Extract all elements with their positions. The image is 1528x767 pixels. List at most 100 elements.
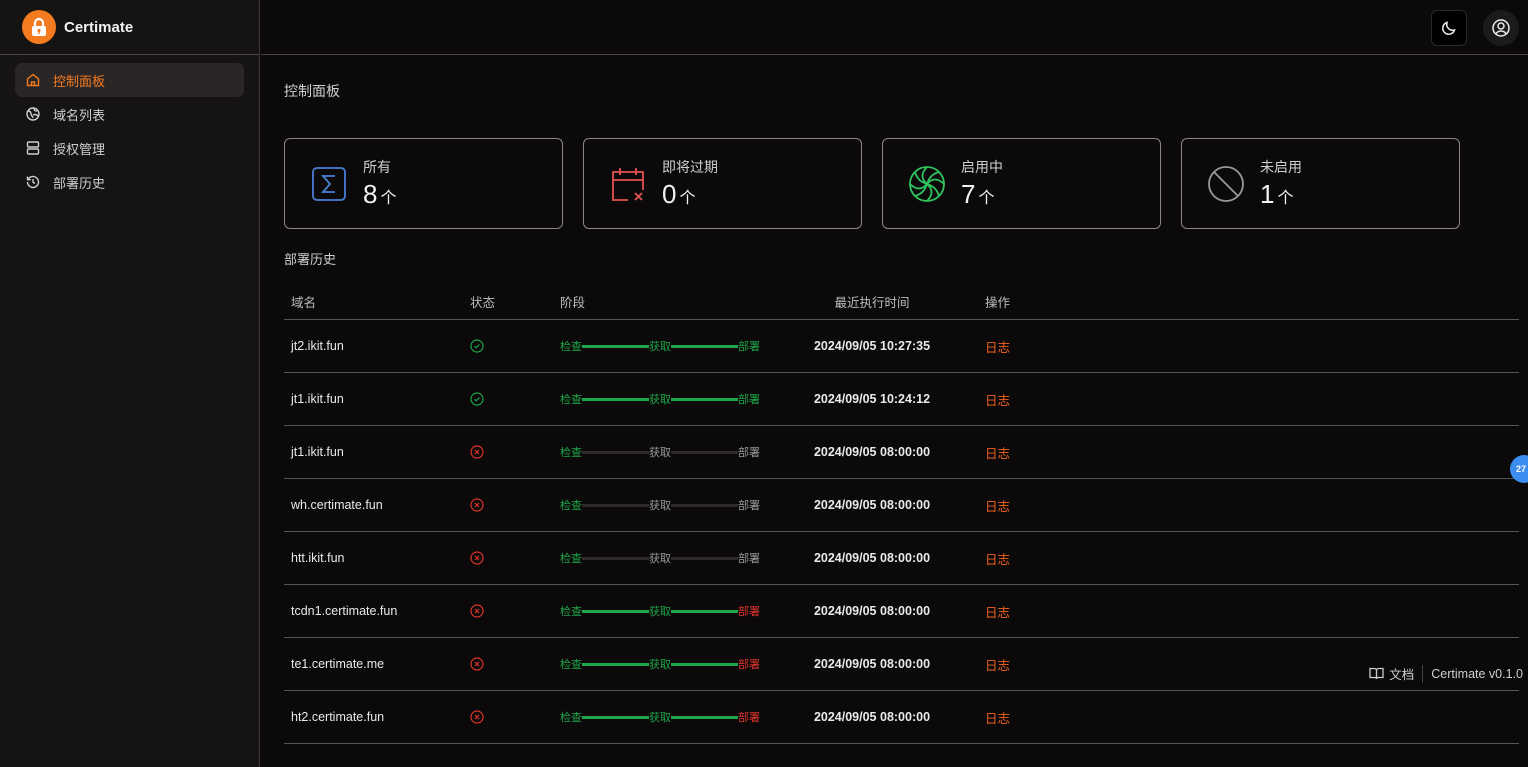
stage-connector bbox=[582, 715, 649, 719]
stage-label: 部署 bbox=[738, 341, 760, 353]
time-cell: 2024/09/05 10:27:35 bbox=[813, 339, 931, 353]
stage-label: 部署 bbox=[738, 606, 760, 618]
history-icon bbox=[26, 175, 40, 189]
table-row: te1.certimate.me 检查 获取 部署 2024/09/05 08:00… bbox=[284, 638, 1519, 691]
user-circle-icon bbox=[1492, 19, 1510, 37]
stage-label: 检查 bbox=[560, 659, 582, 671]
table-header: 域名 状态 阶段 最近执行时间 操作 bbox=[284, 283, 1519, 320]
log-link[interactable]: 日志 bbox=[985, 393, 1011, 408]
calendar-x-icon bbox=[612, 167, 644, 201]
moon-icon bbox=[1442, 21, 1456, 35]
domain-cell: ht2.certimate.fun bbox=[291, 710, 385, 724]
stage-connector bbox=[582, 450, 649, 454]
time-cell: 2024/09/05 08:00:00 bbox=[813, 498, 931, 512]
stage-label: 获取 bbox=[649, 447, 671, 459]
log-link[interactable]: 日志 bbox=[985, 605, 1011, 620]
stage-connector bbox=[582, 609, 649, 613]
stage-connector bbox=[671, 450, 738, 454]
stat-card-disabled[interactable]: 未启用 1 个 bbox=[1181, 138, 1460, 229]
theme-toggle-button[interactable] bbox=[1431, 10, 1467, 46]
log-link[interactable]: 日志 bbox=[985, 711, 1011, 726]
log-link[interactable]: 日志 bbox=[985, 552, 1011, 567]
card-unit: 个 bbox=[380, 190, 397, 207]
col-action: 操作 bbox=[985, 295, 1011, 310]
stage-label: 部署 bbox=[738, 447, 760, 459]
check-circle-icon bbox=[470, 339, 484, 353]
footer: 文档 Certimate v0.1.0 bbox=[1369, 664, 1523, 683]
stage-connector bbox=[671, 715, 738, 719]
stage-cell: 检查 获取 部署 bbox=[560, 391, 760, 407]
history-table: 域名 状态 阶段 最近执行时间 操作 jt2.ikit.fun 检查 获取 部署 2… bbox=[284, 283, 1519, 744]
domain-cell: wh.certimate.fun bbox=[291, 498, 383, 512]
x-circle-icon bbox=[470, 710, 484, 724]
page-title: 控制面板 bbox=[284, 83, 340, 99]
stage-connector bbox=[671, 662, 738, 666]
stat-card-enabled[interactable]: 启用中 7 个 bbox=[882, 138, 1161, 229]
sidebar-item-access[interactable]: 授权管理 bbox=[15, 131, 244, 165]
lock-icon bbox=[22, 10, 56, 44]
stage-label: 部署 bbox=[738, 553, 760, 565]
sidebar-item-label: 控制面板 bbox=[53, 73, 106, 89]
stage-label: 检查 bbox=[560, 394, 582, 406]
stage-label: 检查 bbox=[560, 447, 582, 459]
sidebar-item-label: 部署历史 bbox=[53, 175, 106, 191]
stage-connector bbox=[582, 344, 649, 348]
floating-badge[interactable]: 27 bbox=[1510, 455, 1528, 483]
stat-card-all[interactable]: 所有 8 个 bbox=[284, 138, 563, 229]
header bbox=[261, 0, 1528, 55]
stat-cards: 所有 8 个 即将过期 0 个 启用中 7 个 未启用 1 个 bbox=[284, 138, 1460, 229]
domain-cell: jt2.ikit.fun bbox=[291, 339, 344, 353]
stage-cell: 检查 获取 部署 bbox=[560, 709, 760, 725]
stage-cell: 检查 获取 部署 bbox=[560, 497, 760, 513]
log-link[interactable]: 日志 bbox=[985, 499, 1011, 514]
table-row: ht2.certimate.fun 检查 获取 部署 2024/09/05 08:0… bbox=[284, 691, 1519, 744]
sidebar-item-history[interactable]: 部署历史 bbox=[15, 165, 244, 199]
stage-label: 获取 bbox=[649, 659, 671, 671]
log-link[interactable]: 日志 bbox=[985, 446, 1011, 461]
stage-connector bbox=[582, 662, 649, 666]
domain-cell: jt1.ikit.fun bbox=[291, 445, 344, 459]
table-row: jt2.ikit.fun 检查 获取 部署 2024/09/05 10:27:35 … bbox=[284, 320, 1519, 373]
home-icon bbox=[26, 73, 40, 87]
stat-card-expiring[interactable]: 即将过期 0 个 bbox=[583, 138, 862, 229]
table-row: tcdn1.certimate.fun 检查 获取 部署 2024/09/05 08… bbox=[284, 585, 1519, 638]
status-cell bbox=[470, 392, 484, 406]
aperture-icon bbox=[909, 165, 945, 202]
user-menu-button[interactable] bbox=[1483, 10, 1519, 46]
time-cell: 2024/09/05 08:00:00 bbox=[813, 551, 931, 565]
status-cell bbox=[470, 445, 484, 459]
docs-link[interactable]: 文档 bbox=[1369, 664, 1414, 683]
stage-cell: 检查 获取 部署 bbox=[560, 550, 760, 566]
docs-label: 文档 bbox=[1389, 668, 1415, 682]
stage-connector bbox=[671, 344, 738, 348]
sidebar-item-domains[interactable]: 域名列表 bbox=[15, 97, 244, 131]
card-label: 未启用 bbox=[1260, 159, 1302, 175]
book-icon bbox=[1369, 667, 1384, 680]
stage-label: 获取 bbox=[649, 712, 671, 724]
time-cell: 2024/09/05 08:00:00 bbox=[813, 710, 931, 724]
stage-cell: 检查 获取 部署 bbox=[560, 603, 760, 619]
x-circle-icon bbox=[470, 604, 484, 618]
card-label: 即将过期 bbox=[662, 159, 718, 175]
stage-label: 检查 bbox=[560, 500, 582, 512]
card-unit: 个 bbox=[1277, 190, 1294, 207]
brand[interactable]: Certimate bbox=[0, 0, 259, 55]
status-cell bbox=[470, 498, 484, 512]
stage-label: 获取 bbox=[649, 553, 671, 565]
stage-label: 部署 bbox=[738, 500, 760, 512]
log-link[interactable]: 日志 bbox=[985, 340, 1011, 355]
log-link[interactable]: 日志 bbox=[985, 658, 1011, 673]
domain-cell: htt.ikit.fun bbox=[291, 551, 345, 565]
card-value: 8 bbox=[363, 179, 378, 209]
stage-connector bbox=[671, 609, 738, 613]
card-unit: 个 bbox=[679, 190, 696, 207]
status-cell bbox=[470, 604, 484, 618]
sidebar-item-label: 域名列表 bbox=[53, 107, 106, 123]
stage-connector bbox=[582, 556, 649, 560]
sidebar-nav: 控制面板 域名列表 授权管理 部署历史 bbox=[0, 55, 259, 207]
sidebar-item-dashboard[interactable]: 控制面板 bbox=[15, 63, 244, 97]
sigma-icon bbox=[312, 166, 346, 201]
card-value: 0 bbox=[662, 179, 677, 209]
table-row: jt1.ikit.fun 检查 获取 部署 2024/09/05 10:24:12 … bbox=[284, 373, 1519, 426]
domain-cell: te1.certimate.me bbox=[291, 657, 385, 671]
